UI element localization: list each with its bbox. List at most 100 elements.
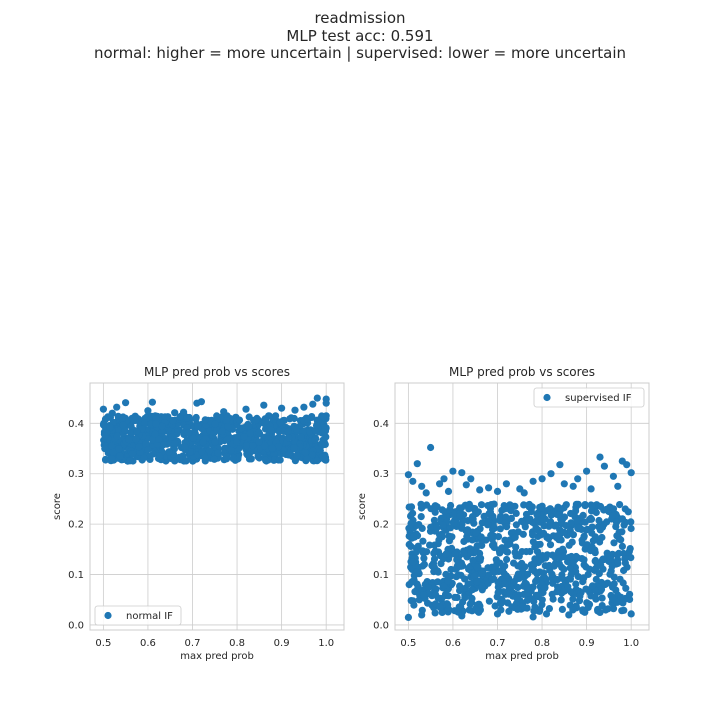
data-point (581, 608, 589, 616)
y-tick-label: 0.3 (373, 469, 389, 480)
data-point (194, 423, 202, 431)
data-point (509, 559, 518, 567)
data-point (558, 605, 567, 614)
data-point (440, 582, 448, 590)
data-point (514, 605, 522, 613)
data-point (473, 578, 481, 586)
data-point (175, 453, 183, 461)
data-point (442, 550, 450, 558)
data-point (621, 559, 630, 567)
data-point (627, 469, 635, 477)
data-point (626, 590, 634, 598)
data-point (260, 442, 269, 450)
data-point (468, 586, 476, 594)
y-tick-label: 0.4 (373, 419, 389, 430)
data-point (597, 561, 605, 570)
data-point (493, 487, 502, 495)
data-point (434, 540, 442, 548)
legend-box (533, 387, 645, 408)
data-point (627, 524, 635, 533)
data-point (502, 572, 510, 580)
data-point (532, 591, 540, 599)
legend-label: supervised IF (565, 393, 632, 404)
data-point (423, 548, 431, 556)
data-point (529, 477, 537, 485)
data-point (450, 519, 459, 527)
data-point (245, 422, 253, 430)
data-point (587, 514, 595, 523)
data-point (496, 546, 504, 554)
data-point (554, 548, 563, 556)
data-point (574, 524, 582, 532)
data-point (617, 536, 625, 544)
data-point (410, 601, 418, 609)
data-point (541, 562, 550, 570)
suptitle-line-dataset: readmission (314, 9, 406, 27)
data-point (472, 605, 480, 613)
data-point (494, 533, 503, 541)
x-tick-label: 0.9 (274, 638, 290, 649)
data-point (514, 570, 522, 578)
data-point (464, 580, 472, 588)
y-tick-label: 0.0 (373, 620, 389, 631)
data-point (192, 413, 200, 422)
data-point (444, 601, 452, 609)
data-point (537, 504, 545, 512)
data-point (540, 584, 549, 592)
data-point (598, 533, 606, 542)
data-point (293, 451, 301, 459)
data-point (115, 445, 123, 453)
data-point (113, 403, 121, 411)
x-tick-label: 0.6 (140, 638, 156, 649)
data-point (588, 502, 596, 510)
data-point (582, 585, 590, 593)
data-point (556, 554, 564, 562)
data-point (617, 593, 625, 601)
data-point (616, 501, 624, 509)
data-point (512, 543, 520, 551)
suptitle-line-legend-note: normal: higher = more uncertain | superv… (93, 44, 626, 62)
data-point (524, 595, 532, 603)
data-point (574, 475, 582, 483)
data-point (249, 442, 257, 450)
data-point (596, 608, 604, 617)
data-point (528, 566, 536, 574)
data-point (462, 481, 470, 489)
data-point (524, 589, 532, 597)
data-point (458, 612, 466, 620)
data-point (512, 521, 521, 529)
data-point (431, 502, 439, 510)
data-point (514, 583, 522, 592)
data-point (411, 588, 419, 596)
data-point (519, 530, 527, 538)
data-point (501, 580, 509, 588)
data-point (501, 562, 509, 570)
data-point (318, 453, 327, 461)
data-point (580, 574, 588, 582)
data-point (214, 449, 222, 457)
data-point (422, 489, 430, 497)
data-point (237, 424, 245, 433)
scatter-panel-1: 0.5 0.6 0.7 0.8 0.9 1.0 0.0 0.1 0.2 0.3 0.4 max pre… (52, 365, 345, 662)
data-point (510, 578, 518, 586)
data-point (480, 512, 488, 521)
data-point (562, 522, 570, 530)
data-point (502, 480, 510, 488)
data-point (135, 443, 143, 451)
data-point (620, 606, 628, 614)
data-point (620, 566, 628, 575)
data-point (311, 436, 319, 444)
data-point (576, 592, 584, 600)
data-point (240, 433, 248, 441)
data-point (255, 445, 263, 453)
data-point (133, 427, 141, 435)
data-point (301, 449, 309, 457)
data-point (155, 435, 163, 443)
data-point (521, 563, 529, 571)
data-point (596, 453, 604, 461)
data-point (530, 597, 538, 606)
data-point (407, 542, 415, 551)
data-point (523, 604, 531, 612)
data-point (613, 551, 622, 559)
